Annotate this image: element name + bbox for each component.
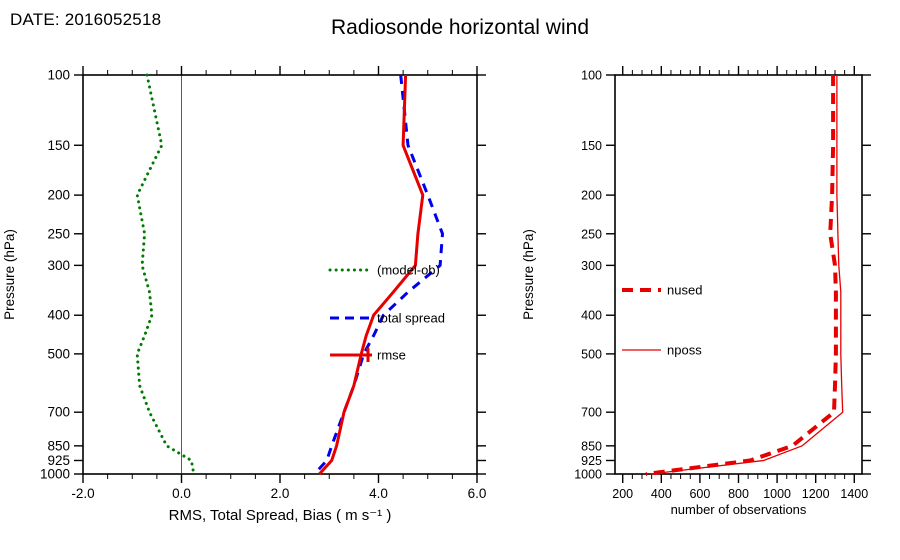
legend: (model-ob) total spread rmse <box>328 263 445 363</box>
x-tick-label: 800 <box>728 487 749 501</box>
x-tick-label: 0.0 <box>172 486 191 501</box>
y-tick-label: 700 <box>47 405 70 420</box>
y-axis-label: Pressure (hPa) <box>2 229 17 320</box>
y-tick-label: 1000 <box>574 468 602 482</box>
axes-ticks <box>74 66 486 483</box>
panel-right: 200 400 600 800 1000 1200 1400 100 150 200 250 300 4… <box>521 66 871 517</box>
y-tick-label: 300 <box>581 259 602 273</box>
series-total-spread <box>313 74 444 476</box>
legend-label-nposs: nposs <box>667 343 702 358</box>
series-rmse <box>318 74 425 476</box>
y-tick-label: 400 <box>47 308 70 323</box>
y-tick-label: 150 <box>581 139 602 153</box>
x-tick-label: 6.0 <box>468 486 487 501</box>
y-tick-label: 200 <box>47 188 70 203</box>
legend-label-rmse: rmse <box>377 348 406 363</box>
y-tick-label: 925 <box>581 454 602 468</box>
x-tick-label: 1400 <box>840 487 868 501</box>
x-tick-label: 1200 <box>802 487 830 501</box>
chart-title: Radiosonde horizontal wind <box>331 16 589 39</box>
x-tick-label: 200 <box>612 487 633 501</box>
x-axis-label: RMS, Total Spread, Bias ( m s⁻¹ ) <box>169 507 392 524</box>
y-tick-label: 150 <box>47 138 70 153</box>
y-tick-label: 500 <box>47 346 70 361</box>
y-tick-label: 250 <box>581 227 602 241</box>
y-tick-label: 100 <box>47 68 70 83</box>
legend-label-nused: nused <box>667 283 702 298</box>
legend-label-model-ob: (model-ob) <box>377 263 440 278</box>
y-tick-label: 850 <box>47 438 70 453</box>
series-nused <box>645 75 838 476</box>
y-tick-label: 400 <box>581 309 602 323</box>
y-tick-label: 1000 <box>40 467 70 482</box>
y-tick-label: 700 <box>581 406 602 420</box>
plot-frame <box>614 74 863 475</box>
axes-ticks <box>606 66 871 483</box>
x-axis-label: number of observations <box>671 502 807 517</box>
legend-label-total-spread: total spread <box>377 311 445 326</box>
date-label: DATE: 2016052518 <box>10 10 162 29</box>
y-tick-label: 250 <box>47 226 70 241</box>
x-tick-label: 4.0 <box>369 486 388 501</box>
y-tick-label: 925 <box>47 453 70 468</box>
panel-left: -2.0 0.0 2.0 4.0 6.0 100 150 200 250 300 400 500 700… <box>2 66 486 524</box>
x-tick-label: 2.0 <box>271 486 290 501</box>
series-model-ob <box>135 73 196 476</box>
x-tick-label: 1000 <box>763 487 791 501</box>
y-tick-label: 100 <box>581 69 602 83</box>
x-tick-label: 400 <box>651 487 672 501</box>
x-tick-label: -2.0 <box>71 486 94 501</box>
plot-frame <box>82 74 478 475</box>
y-tick-label: 500 <box>581 347 602 361</box>
x-tick-label: 600 <box>689 487 710 501</box>
y-axis-label: Pressure (hPa) <box>521 229 536 320</box>
legend: nused nposs <box>622 283 702 358</box>
y-tick-label: 300 <box>47 258 70 273</box>
series-nposs <box>650 75 844 475</box>
y-tick-label: 850 <box>581 439 602 453</box>
y-tick-label: 200 <box>581 189 602 203</box>
